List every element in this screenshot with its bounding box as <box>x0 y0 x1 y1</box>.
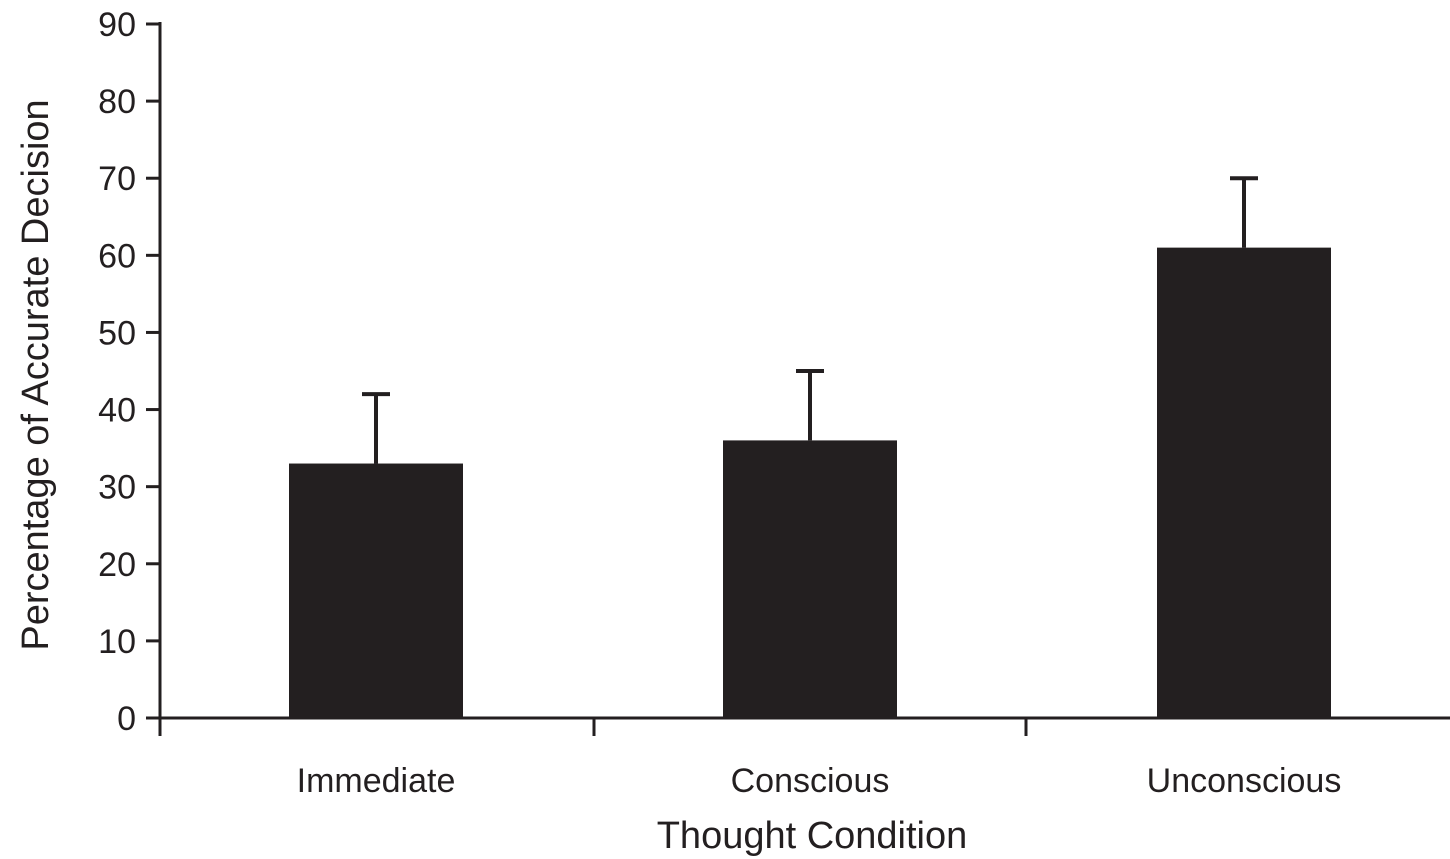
y-tick-label: 40 <box>98 392 136 430</box>
x-category-label: Conscious <box>731 762 890 800</box>
error-bars <box>362 176 1258 464</box>
bar-unconscious <box>1157 247 1331 718</box>
x-axis-category-labels: Immediate Conscious Unconscious <box>297 762 1342 800</box>
bars <box>289 247 1331 718</box>
y-tick-label: 50 <box>98 314 136 352</box>
y-tick-label: 0 <box>117 700 136 738</box>
x-axis-title: Thought Condition <box>657 815 968 857</box>
y-axis-ticks: 0 10 20 30 40 50 60 70 80 90 <box>98 6 160 738</box>
x-category-label: Unconscious <box>1147 762 1342 800</box>
axes <box>158 22 1450 736</box>
y-tick-label: 60 <box>98 237 136 275</box>
y-tick-label: 90 <box>98 6 136 44</box>
y-tick-label: 10 <box>98 623 136 661</box>
y-axis-title: Percentage of Accurate Decision <box>15 99 57 650</box>
x-category-label: Immediate <box>297 762 456 800</box>
bar-immediate <box>289 463 463 718</box>
y-tick-label: 70 <box>98 160 136 198</box>
y-tick-label: 20 <box>98 546 136 584</box>
y-tick-label: 80 <box>98 83 136 121</box>
bar-conscious <box>723 440 897 718</box>
y-tick-label: 30 <box>98 469 136 507</box>
